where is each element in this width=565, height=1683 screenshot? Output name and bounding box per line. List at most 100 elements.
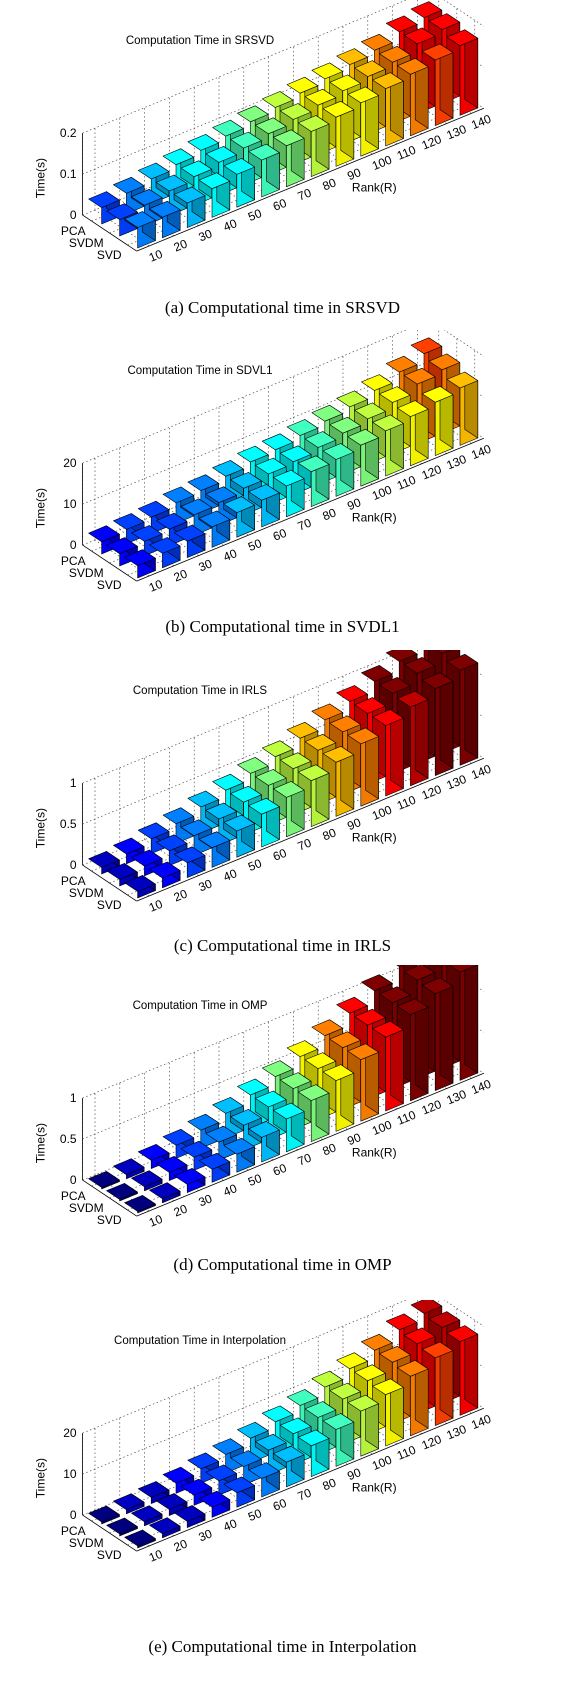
rank-tick-label: 100 [370,1117,394,1138]
bar-top [421,672,454,690]
rank-tick-label: 70 [296,1485,314,1503]
rank-tick-label: 120 [420,462,444,483]
grid-line [82,965,484,1099]
bar-top [131,1505,163,1522]
bar-top [162,148,195,165]
bar-top [403,657,436,674]
bar3d-chart: Computation Time in Interpolation 0 10 20 Ti… [34,1300,493,1565]
bar [297,115,330,177]
bar [137,1481,170,1504]
bar-top [230,1450,262,1467]
bar-top [397,57,429,75]
bar-top [180,1478,213,1496]
rank-tick-label: 20 [172,886,190,904]
bar-top [311,404,343,422]
rank-axis-label: Rank(R) [352,830,397,844]
bar-top [279,752,312,769]
bar [198,172,231,218]
bar-top [187,474,219,491]
bar [124,1529,156,1549]
bar-top [255,457,287,475]
bar-top [88,1171,120,1188]
bar-top [361,33,393,51]
bar [248,797,280,848]
bar-top [137,822,170,840]
rank-tick-label: 100 [370,1452,394,1473]
bar-top [137,162,170,180]
bar-top [372,414,404,432]
bar [223,1137,255,1173]
bar-top [361,665,393,682]
bar [149,861,181,889]
bar-top [428,1311,461,1328]
bar-top [286,419,319,436]
rank-tick-label: 120 [420,782,444,803]
rank-tick-label: 50 [246,1171,264,1189]
bar-top [223,1476,255,1494]
rank-tick-label: 70 [296,1150,314,1168]
bar-top [403,27,436,45]
rank-tick-label: 130 [444,772,468,793]
bar [448,965,479,1081]
bar-top [198,1153,231,1170]
bar-top [248,484,280,501]
grid-line [82,330,484,464]
bar-top [297,1429,330,1447]
bar [372,414,404,477]
z-tick-label: 0.5 [60,1132,77,1146]
bar-top [311,62,343,80]
rank-tick-label: 120 [420,1097,444,1118]
bar-top [149,201,181,218]
bars [88,1300,479,1549]
bar-top [124,1195,156,1212]
z-axis-label: Time(s) [34,488,48,528]
bar-top [304,88,337,106]
bar-top [273,469,305,487]
method-tick-label: PCA [61,224,86,238]
bar-top [113,1158,145,1175]
rank-tick-label: 130 [444,452,468,473]
bar-top [322,1064,355,1081]
method-tick-label: SVDM [69,1536,104,1550]
bar-top [223,814,255,832]
chart-panel: Computation Time in SRSVD 0 0.1 0.2 Time(s) S… [0,0,565,330]
bar-top [379,45,411,63]
bar-top [379,677,411,694]
bar-top [286,1040,319,1057]
bar [446,1325,479,1416]
bar [149,537,181,569]
bar-top [261,740,294,757]
bar-top [255,1433,287,1451]
bar [88,1505,120,1525]
bar-top [397,690,429,708]
bar-top [372,72,404,89]
bar-top [372,1020,404,1038]
axes [82,1072,484,1217]
bar [124,875,156,899]
bar-top [279,1072,312,1089]
bar [149,201,181,239]
bar-top [448,965,479,973]
bar [297,455,330,507]
bar [322,1064,355,1132]
chart-panel: Computation Time in Interpolation 0 10 20 Ti… [0,1300,565,1656]
bar [372,1378,404,1447]
rank-tick-label: 20 [172,566,190,584]
bar-top [322,1413,355,1430]
bar-top [385,355,418,373]
rank-tick-label: 10 [147,1212,165,1230]
bar-top [205,146,237,163]
rank-tick-label: 10 [147,247,165,265]
bar-top [162,1466,195,1484]
rank-tick-label: 40 [221,546,239,564]
chart-panel: Computation Time in OMP 0 0.5 1 Time(s) SVD SV… [0,965,565,1295]
bar-top [279,103,312,120]
bar-top [379,1345,411,1363]
bar-top [212,773,244,791]
bar [273,1102,305,1153]
bar-top [230,785,262,803]
bar-top [311,1370,343,1388]
chart-panel: Computation Time in IRLS 0 0.5 1 Time(s) SVD S… [0,650,565,980]
method-tick-label: PCA [61,874,86,888]
bar [88,851,120,875]
